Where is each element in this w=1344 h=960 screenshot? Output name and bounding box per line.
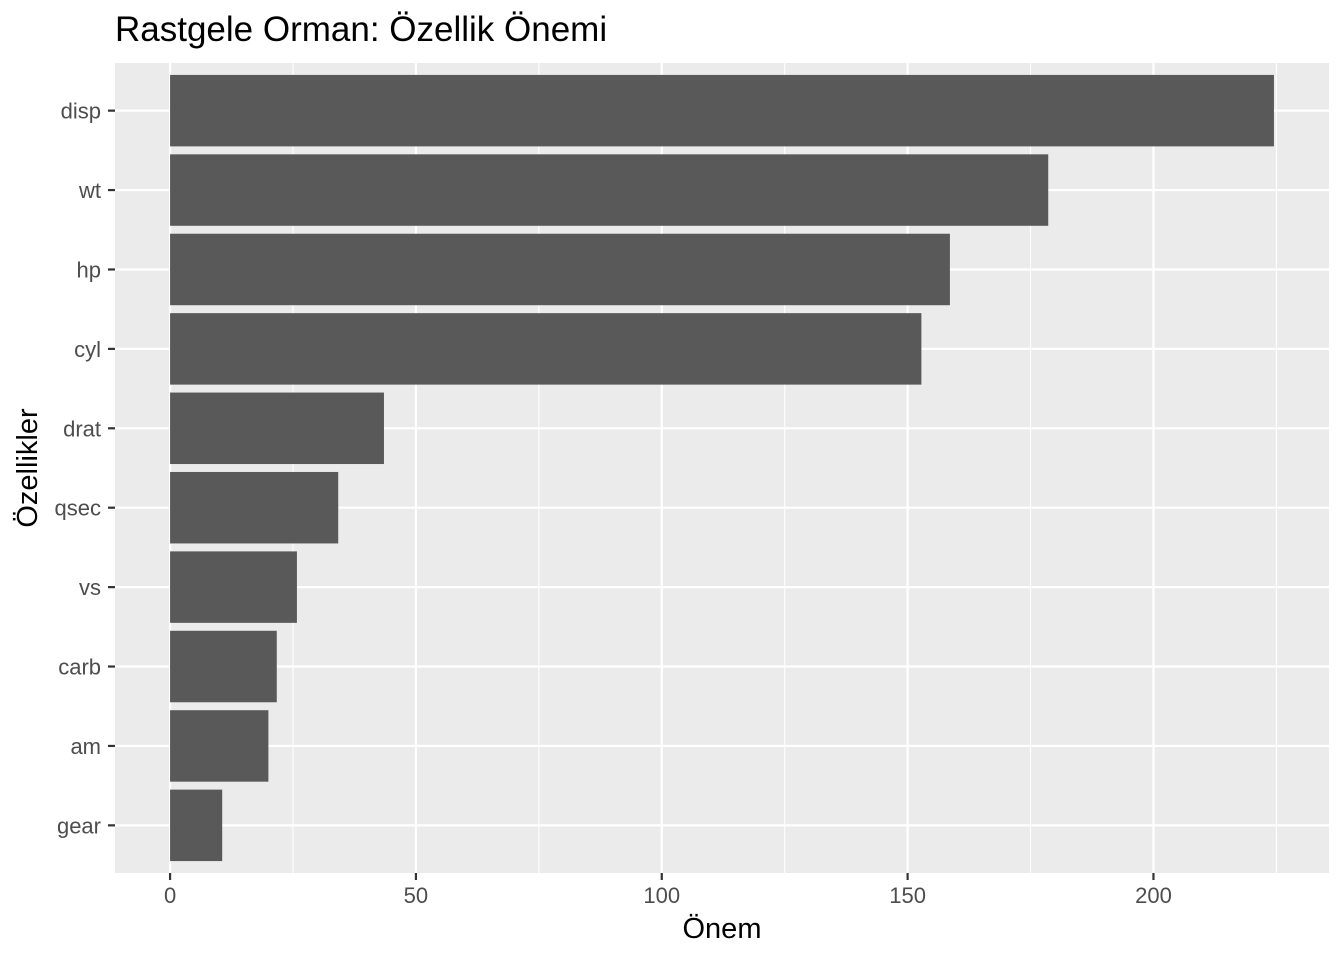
bar-am — [170, 710, 269, 782]
bar-hp — [170, 233, 950, 306]
y-tick-label: carb — [58, 655, 101, 680]
bar-cyl — [170, 313, 922, 385]
x-tick-label: 200 — [1135, 883, 1172, 908]
y-axis: disp wt hp cyl drat qsec vs carb am gear — [55, 99, 115, 838]
bar-wt — [170, 154, 1049, 226]
bar-vs — [170, 551, 297, 623]
bar-drat — [170, 392, 384, 465]
x-tick-label: 100 — [643, 883, 680, 908]
y-tick-label: disp — [61, 99, 101, 124]
bar-disp — [170, 74, 1274, 147]
y-tick-label: hp — [77, 257, 101, 282]
x-axis: 0 50 100 150 200 — [164, 873, 1172, 908]
y-axis-title: Özellikler — [12, 408, 44, 528]
y-tick-label: qsec — [55, 496, 101, 521]
chart-title: Rastgele Orman: Özellik Önemi — [115, 10, 607, 49]
bar-gear — [170, 789, 223, 862]
bar-qsec — [170, 471, 339, 544]
x-tick-label: 50 — [404, 883, 428, 908]
y-tick-label: am — [70, 734, 101, 759]
x-tick-label: 150 — [889, 883, 926, 908]
y-tick-label: cyl — [74, 337, 101, 362]
bar-carb — [170, 630, 277, 703]
y-tick-label: vs — [79, 575, 101, 600]
x-axis-title: Önem — [683, 913, 762, 945]
bars — [170, 74, 1274, 862]
y-tick-label: gear — [57, 813, 101, 838]
y-tick-label: drat — [63, 416, 101, 441]
x-tick-label: 0 — [164, 883, 176, 908]
y-tick-label: wt — [78, 178, 101, 203]
